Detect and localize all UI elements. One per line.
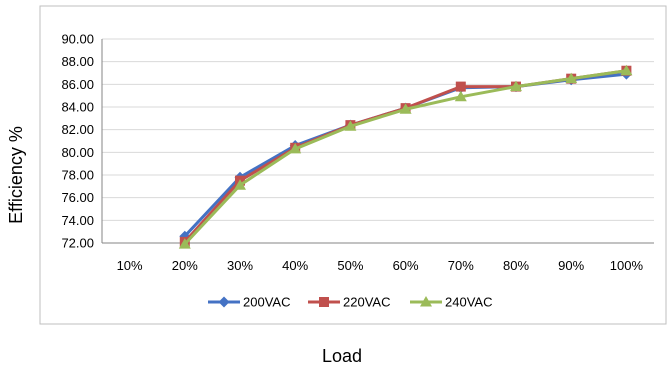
y-tick-label: 86.00 (61, 77, 94, 92)
x-axis-ticks: 10% 20% 30% 40% 50% 60% 70% 80% 90% 100% (117, 258, 644, 273)
series-layer (178, 64, 633, 249)
x-tick-label: 30% (227, 258, 253, 273)
x-tick-label: 40% (282, 258, 308, 273)
x-tick-label: 80% (503, 258, 529, 273)
chart-frame (39, 5, 667, 325)
y-tick-label: 84.00 (61, 100, 94, 115)
y-tick-label: 78.00 (61, 168, 94, 183)
data-point (454, 90, 467, 102)
data-point (455, 81, 466, 92)
x-tick-label: 100% (610, 258, 644, 273)
legend-label: 200VAC (243, 295, 290, 310)
data-point (234, 179, 246, 190)
y-tick-label: 74.00 (61, 213, 94, 228)
data-point (510, 80, 522, 92)
y-axis-title: Efficiency % (6, 126, 26, 224)
data-point (178, 238, 191, 249)
y-tick-label: 88.00 (61, 54, 94, 69)
y-tick-label: 76.00 (61, 190, 94, 205)
x-tick-label: 10% (117, 258, 143, 273)
x-tick-label: 50% (337, 258, 363, 273)
x-axis-title: Load (322, 346, 362, 366)
data-point (344, 120, 357, 131)
y-tick-label: 80.00 (61, 145, 94, 160)
legend: 200VAC 220VAC 240VAC (208, 295, 492, 310)
y-axis-ticks: 72.00 74.00 76.00 78.00 80.00 82.00 84.00 86.00… (61, 32, 94, 251)
legend-marker (218, 296, 230, 308)
y-tick-label: 90.00 (61, 32, 94, 47)
x-tick-label: 20% (172, 258, 198, 273)
x-tick-label: 90% (558, 258, 584, 273)
x-tick-label: 70% (448, 258, 474, 273)
data-point (620, 64, 633, 76)
x-tick-label: 60% (393, 258, 419, 273)
y-tick-label: 72.00 (61, 236, 94, 251)
data-point (565, 72, 578, 84)
legend-item: 200VAC (208, 295, 290, 310)
legend-label: 220VAC (343, 295, 390, 310)
gridlines (101, 38, 654, 244)
legend-marker (420, 296, 432, 307)
legend-marker (319, 297, 329, 307)
legend-label: 240VAC (445, 295, 492, 310)
data-point (399, 103, 412, 114)
data-point (289, 142, 302, 154)
series-240vac (178, 64, 633, 249)
y-tick-label: 82.00 (61, 122, 94, 137)
legend-item: 220VAC (308, 295, 390, 310)
legend-item: 240VAC (410, 295, 492, 310)
